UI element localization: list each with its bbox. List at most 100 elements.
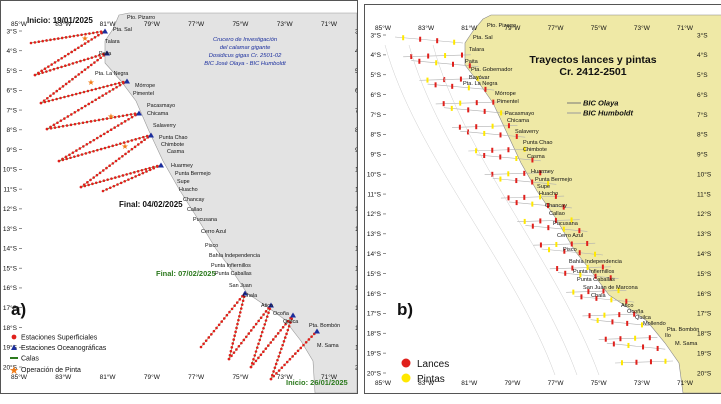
station-dot: [113, 126, 116, 129]
station-dot: [59, 119, 63, 122]
map-panel-a: 3°S 3°S 4°S 4°S 5°S 5°S 6°S 6°S 7°S 7°S 8°S 8°S 9°S 9…: [0, 0, 358, 394]
station-dot: [235, 326, 238, 330]
station-dot: [202, 342, 205, 346]
y-tick-label-right: 18°S: [697, 330, 712, 338]
port-label: Chala: [591, 293, 607, 299]
lance-marker: [587, 289, 590, 295]
port-label: Pacasmayo: [147, 103, 175, 109]
station-dot: [116, 124, 120, 127]
pinta-marker: [610, 297, 613, 303]
y-tick-label-right: 14°S: [697, 250, 712, 258]
pinta-marker: [547, 181, 550, 187]
lance-marker: [539, 170, 542, 176]
station-dot: [217, 323, 221, 327]
station-dot: [284, 322, 287, 326]
station-dot: [86, 180, 89, 184]
port-label: Pta. Bombón: [667, 327, 699, 333]
y-tick-label-right: 4°S: [697, 51, 708, 59]
station-dot: [123, 179, 127, 183]
x-tick-label: 79°W: [504, 379, 521, 387]
station-dot: [143, 138, 146, 142]
x-tick-label: 81°W: [100, 373, 117, 381]
y-tick-label-right: 19°S: [355, 344, 357, 352]
y-tick-label: 20°S: [3, 363, 18, 371]
station-dot: [65, 124, 69, 127]
station-dot: [130, 176, 134, 180]
y-tick-label-right: 4°S: [355, 47, 357, 55]
station-dot: [90, 100, 94, 104]
station-dot: [77, 108, 80, 112]
station-dot: [238, 298, 242, 301]
legend-pintas-icon: [401, 373, 411, 383]
pinta-marker: [515, 155, 518, 161]
y-tick-label: 12°S: [3, 205, 18, 213]
y-tick-label: 7°S: [370, 111, 381, 119]
station-dot: [71, 151, 75, 154]
x-tick-label-top: 73°W: [277, 20, 294, 28]
port-label: Chimbote: [161, 142, 184, 148]
station-dot: [92, 176, 96, 179]
lance-marker: [499, 132, 502, 138]
port-label: Huacho: [539, 191, 558, 197]
station-dot: [282, 340, 286, 343]
station-dot: [127, 150, 131, 153]
station-dot: [291, 355, 294, 358]
station-dot: [80, 44, 83, 47]
station-dot: [83, 104, 87, 108]
y-tick-label: 9°S: [6, 146, 17, 154]
station-dot: [72, 34, 76, 38]
track-segment: [80, 164, 162, 188]
port-label: Huarmey: [531, 169, 554, 175]
cruise-title-line: del calamar gigante: [220, 45, 271, 51]
station-dot: [267, 311, 270, 315]
station-dot: [53, 61, 57, 64]
station-dot: [73, 122, 77, 126]
station-dot: [80, 153, 84, 156]
station-dot: [125, 173, 129, 176]
x-tick-label: 85°W: [375, 379, 392, 387]
lance-marker: [427, 53, 430, 59]
station-dot: [94, 55, 97, 58]
oceanographic-station-icon: [124, 78, 130, 84]
station-dot: [109, 128, 113, 131]
pinta-marker: [435, 60, 438, 66]
lance-marker: [539, 242, 542, 248]
station-dot: [290, 317, 294, 321]
station-dot: [97, 118, 101, 122]
station-dot: [255, 346, 259, 349]
y-tick-label: 16°S: [367, 290, 382, 298]
station-dot: [56, 66, 60, 70]
station-dot: [141, 171, 145, 175]
station-dot: [53, 126, 57, 129]
station-dot: [130, 139, 134, 142]
station-dot: [37, 40, 41, 44]
station-dot: [89, 120, 93, 123]
station-dot: [63, 95, 66, 99]
pinta-marker: [539, 194, 542, 200]
station-dot: [52, 123, 56, 127]
station-dot: [78, 91, 82, 95]
station-dot: [145, 170, 148, 173]
lance-marker: [418, 58, 421, 64]
station-dot: [67, 63, 71, 66]
legend-lances-icon: [401, 358, 411, 368]
pinta-marker: [450, 105, 453, 111]
station-dot: [56, 37, 60, 40]
station-dot: [310, 335, 313, 338]
y-tick-label-right: 14°S: [355, 245, 357, 253]
station-dot: [122, 141, 126, 144]
station-dot: [90, 38, 93, 41]
station-dot: [228, 310, 231, 314]
station-dot: [97, 96, 101, 99]
station-dot: [64, 64, 67, 68]
lance-marker: [656, 345, 659, 351]
lance-marker: [602, 288, 605, 294]
port-label: Bayóvar: [469, 75, 490, 81]
station-dot: [278, 351, 282, 354]
oceanographic-station-icon: [102, 28, 108, 34]
x-tick-label: 83°W: [418, 379, 435, 387]
final2-label-a: Final: 07/02/2025: [156, 269, 216, 278]
station-dot: [88, 32, 91, 35]
station-dot: [239, 307, 243, 310]
x-tick-label-top: 75°W: [591, 24, 608, 32]
